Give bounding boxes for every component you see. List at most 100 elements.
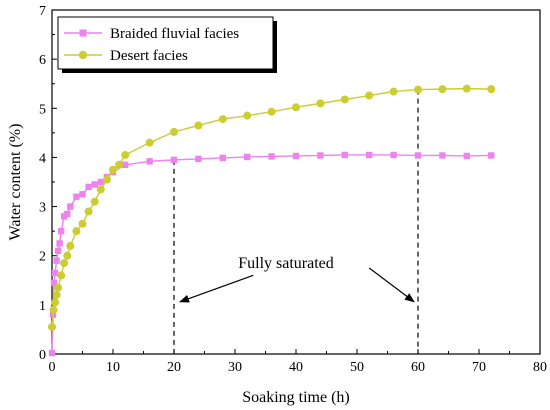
legend-label-desert: Desert facies <box>110 48 188 64</box>
series-layer <box>48 84 496 357</box>
y-tick-label-1: 1 <box>39 299 46 314</box>
legend: Braided fluvial facies Desert facies <box>57 16 277 73</box>
y-tick-label-2: 2 <box>39 250 46 265</box>
legend-items: Braided fluvial facies Desert facies <box>64 26 239 64</box>
axis-ticks: 0 10 20 30 40 50 60 70 80 0 1 2 3 4 5 6 7 <box>39 4 547 375</box>
point-0-21 <box>195 155 202 163</box>
point-0-0 <box>48 349 56 357</box>
y-tick-label-3: 3 <box>39 201 46 216</box>
point-1-30 <box>438 85 447 94</box>
point-1-8 <box>66 241 75 250</box>
point-0-26 <box>317 152 324 159</box>
annotation-layer: Fully saturated <box>179 255 415 303</box>
point-0-9 <box>64 210 71 218</box>
annotation-fully-saturated: Fully saturated <box>238 255 334 272</box>
point-1-7 <box>63 251 72 260</box>
point-1-32 <box>487 85 496 94</box>
point-1-10 <box>78 219 87 228</box>
x-tick-label-3: 30 <box>228 360 242 375</box>
point-0-12 <box>79 191 86 198</box>
point-0-19 <box>146 158 153 165</box>
annotation-arrow-1 <box>368 267 415 303</box>
point-1-20 <box>194 121 203 130</box>
legend-marker-0 <box>79 29 87 37</box>
point-0-10 <box>67 203 74 210</box>
legend-marker-1 <box>78 50 88 60</box>
point-0-15 <box>97 178 104 186</box>
point-1-31 <box>462 84 471 93</box>
point-1-11 <box>84 207 93 216</box>
x-axis-title: Soaking time (h) <box>242 389 350 406</box>
point-0-6 <box>56 240 63 247</box>
point-1-5 <box>57 271 66 280</box>
point-1-9 <box>72 227 81 236</box>
x-tick-label-2: 20 <box>167 360 181 375</box>
point-0-18 <box>122 161 129 168</box>
series-0 <box>48 151 495 357</box>
point-0-27 <box>341 151 348 159</box>
y-tick-label-6: 6 <box>39 53 46 68</box>
x-tick-label-0: 0 <box>49 360 56 375</box>
annotation-arrow-0 <box>179 274 254 303</box>
point-0-23 <box>244 153 251 161</box>
point-1-2 <box>51 298 60 307</box>
plot-area: 0 10 20 30 40 50 60 70 80 0 1 2 3 4 5 6 7 Fully saturate… <box>39 4 547 375</box>
point-0-4 <box>53 257 60 264</box>
point-0-11 <box>73 193 80 200</box>
point-0-32 <box>463 152 470 160</box>
point-0-13 <box>85 183 92 191</box>
point-1-4 <box>54 283 63 292</box>
point-1-27 <box>365 91 374 100</box>
point-1-0 <box>48 322 56 331</box>
point-1-6 <box>60 259 69 268</box>
point-0-5 <box>54 247 62 254</box>
point-1-26 <box>340 95 349 104</box>
point-0-28 <box>366 151 373 159</box>
legend-box <box>57 16 274 70</box>
point-1-21 <box>218 115 227 124</box>
y-tick-label-4: 4 <box>39 151 46 166</box>
x-tick-label-7: 70 <box>472 360 486 375</box>
series-1 <box>48 84 496 331</box>
point-0-25 <box>292 152 300 160</box>
point-1-1 <box>49 305 58 314</box>
point-1-23 <box>267 107 276 116</box>
point-1-18 <box>145 138 154 147</box>
point-0-20 <box>170 156 178 164</box>
point-1-22 <box>243 111 252 120</box>
y-tick-label-5: 5 <box>39 102 46 117</box>
reference-lines <box>173 89 419 354</box>
y-tick-label-7: 7 <box>39 4 46 19</box>
y-axis-title: Water content (%) <box>7 124 24 241</box>
x-tick-label-1: 10 <box>106 360 120 375</box>
point-0-2 <box>50 279 58 286</box>
point-1-14 <box>102 175 111 184</box>
point-1-13 <box>96 185 105 194</box>
point-0-14 <box>91 181 98 188</box>
y-tick-label-0: 0 <box>39 348 46 363</box>
point-0-22 <box>219 154 226 162</box>
point-1-3 <box>52 291 61 300</box>
point-1-15 <box>109 165 117 174</box>
point-1-25 <box>316 99 325 108</box>
point-0-30 <box>414 152 422 159</box>
x-tick-label-4: 40 <box>289 360 303 375</box>
point-0-31 <box>439 152 446 159</box>
legend-label-braided: Braided fluvial facies <box>110 26 239 42</box>
x-tick-label-6: 60 <box>411 360 425 375</box>
point-1-12 <box>90 197 99 206</box>
point-1-19 <box>170 127 178 136</box>
series-line-0 <box>51 154 492 354</box>
point-1-16 <box>115 160 124 169</box>
x-tick-label-5: 50 <box>350 360 364 375</box>
point-0-29 <box>390 151 397 159</box>
point-1-17 <box>121 150 130 159</box>
point-1-29 <box>414 85 422 94</box>
point-0-7 <box>57 227 65 235</box>
series-line-1 <box>51 87 492 328</box>
point-0-24 <box>268 153 275 160</box>
point-1-24 <box>292 103 300 112</box>
point-1-28 <box>389 87 398 96</box>
x-tick-label-8: 80 <box>533 360 547 375</box>
